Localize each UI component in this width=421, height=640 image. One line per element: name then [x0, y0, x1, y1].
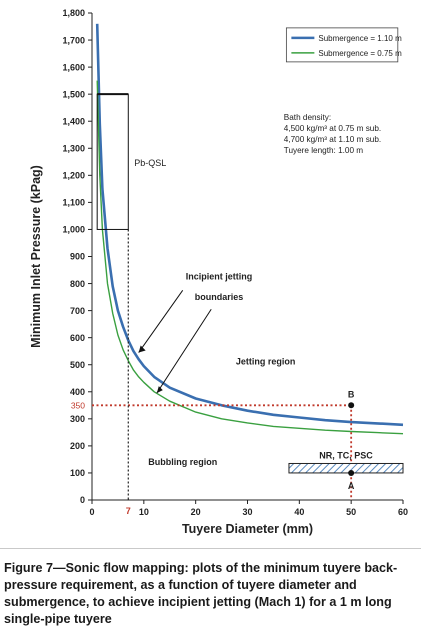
reference-label-350: 350	[71, 401, 85, 411]
incipient-arrow-1-head	[138, 345, 146, 353]
pbqsl-label: Pb-QSL	[134, 158, 166, 168]
caption-divider	[0, 548, 421, 549]
x-tick-label: 10	[139, 507, 149, 517]
legend-entry: Submergence = 0.75 m	[318, 49, 402, 58]
y-tick-label: 100	[70, 468, 85, 478]
axes-layer: 01002003004005006007008009001,0001,1001,…	[29, 8, 408, 536]
y-tick-label: 1,300	[62, 143, 85, 153]
chart-figure: 0 100 200 300 400 500 600 700 800 900 1,000 1,100 1,…	[29, 8, 408, 536]
chart-svg: 01002003004005006007008009001,0001,1001,…	[29, 8, 408, 536]
bubbling-region-label: Bubbling region	[148, 457, 217, 467]
bath-density-line: Tuyere length: 1.00 m	[284, 146, 364, 155]
y-axis-label: Minimum Inlet Pressure (kPag)	[29, 165, 43, 348]
x-tick-label: 50	[346, 507, 356, 517]
series-line-submergence-110	[95, 23, 404, 427]
series-line-submergence-075	[96, 80, 404, 435]
y-tick-label: 900	[70, 252, 85, 262]
legend-box	[285, 27, 399, 63]
incipient-label-line-1: Incipient jetting	[186, 271, 253, 281]
x-axis-label: Tuyere Diameter (mm)	[182, 522, 313, 536]
incipient-label-line-2: boundaries	[195, 292, 244, 302]
y-tick-label: 600	[70, 333, 85, 343]
y-tick-label: 1,000	[62, 225, 85, 235]
x-tick-label: 60	[398, 507, 408, 517]
y-tick-label: 1,100	[62, 198, 85, 208]
bath-density-line: 4,700 kg/m³ at 1.10 m sub.	[284, 135, 381, 144]
y-tick-label: 1,200	[62, 171, 85, 181]
x-tick-label: 20	[191, 507, 201, 517]
point-b-marker	[348, 402, 355, 409]
annotation-layer: 350 7 Pb-QSL NR, TC, PSC B A Jetting region Bub…	[71, 93, 404, 516]
series-layer	[95, 23, 404, 435]
y-tick-label: 300	[70, 414, 85, 424]
bath-density-line: Bath density:	[284, 113, 331, 122]
incipient-arrow-2	[156, 308, 212, 394]
y-tick-label: 200	[70, 441, 85, 451]
incipient-arrow-1	[138, 290, 184, 353]
bath-density-line: 4,500 kg/m³ at 0.75 m sub.	[284, 124, 381, 133]
y-tick-label: 0	[80, 495, 85, 505]
x-tick-label: 40	[294, 507, 304, 517]
legend-entry: Submergence = 1.10 m	[318, 34, 402, 43]
y-tick-label: 1,500	[62, 89, 85, 99]
point-a-marker	[348, 469, 355, 476]
y-tick-label: 700	[70, 306, 85, 316]
point-a-label: A	[348, 481, 355, 491]
x-tick-label: 0	[89, 507, 94, 517]
y-tick-label: 800	[70, 279, 85, 289]
x-tick-label: 30	[242, 507, 252, 517]
nr-tc-psc-label: NR, TC, PSC	[319, 450, 373, 460]
jetting-region-label: Jetting region	[236, 357, 296, 367]
y-tick-label: 1,700	[62, 35, 85, 45]
reference-label-7: 7	[126, 506, 131, 516]
y-tick-label: 500	[70, 360, 85, 370]
y-tick-label: 400	[70, 387, 85, 397]
y-tick-label: 1,400	[62, 116, 85, 126]
legend: Submergence = 1.10 m Submergence = 0.75 m	[285, 27, 402, 63]
nr-tc-psc-box	[288, 462, 404, 474]
y-tick-label: 1,600	[62, 62, 85, 72]
y-tick-label: 1,800	[62, 8, 85, 18]
point-b-label: B	[348, 389, 355, 399]
figure-caption: Figure 7—Sonic flow mapping: plots of th…	[4, 561, 398, 626]
incipient-arrow-2-head	[156, 386, 163, 394]
